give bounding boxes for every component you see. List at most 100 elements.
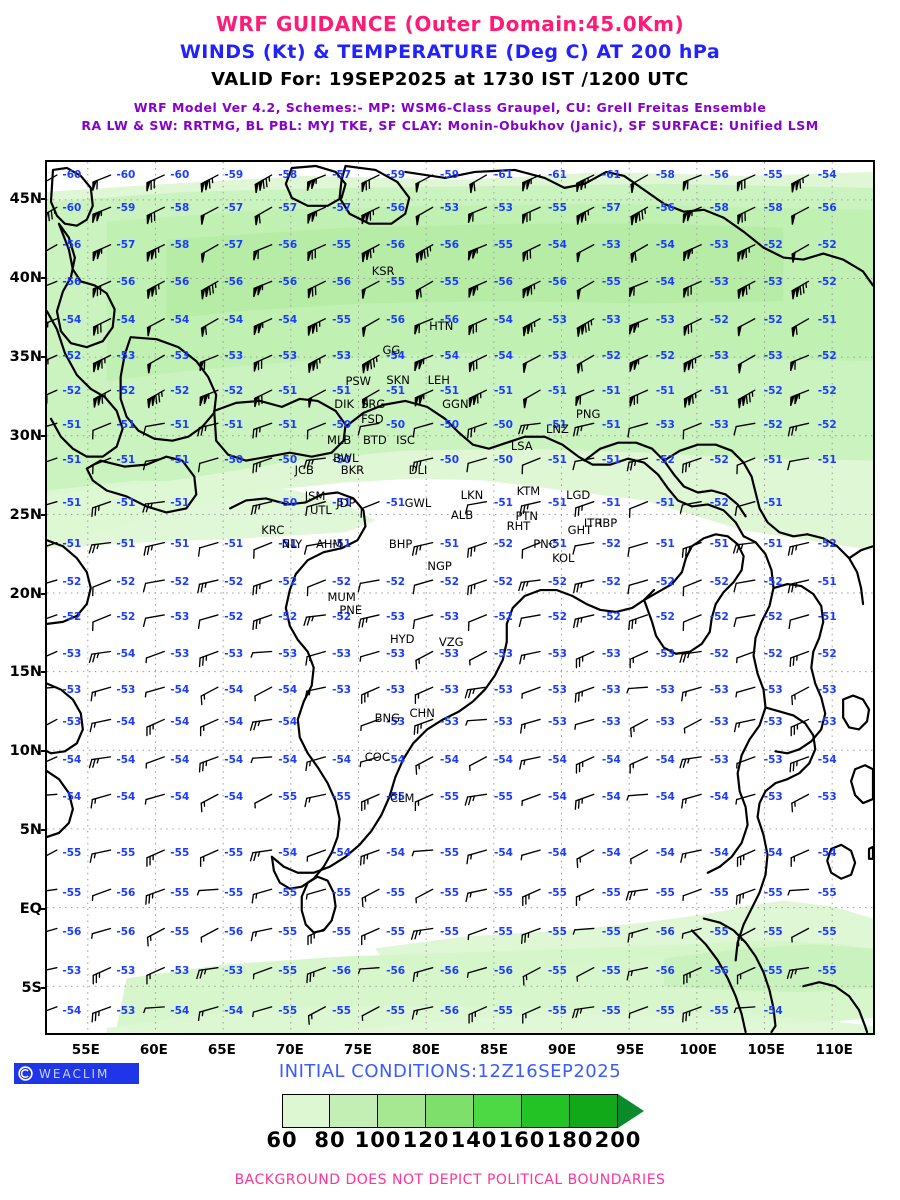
temperature-value: -54 xyxy=(817,847,837,860)
temperature-value: -55 xyxy=(817,926,837,938)
colorbar-cell-1 xyxy=(330,1094,378,1128)
longitude-tick-60E: 60E xyxy=(139,1042,168,1058)
wind-barb xyxy=(575,756,595,774)
temperature-value: -52 xyxy=(224,576,244,588)
temperature-value: -53 xyxy=(763,275,783,288)
latitude-tick-mark xyxy=(41,592,48,595)
wind-barb xyxy=(92,354,112,373)
temperature-value: -53 xyxy=(709,418,729,431)
temperature-value: -53 xyxy=(332,683,352,696)
city-label-BHP: BHP xyxy=(388,537,413,552)
temperature-value: -51 xyxy=(170,453,190,466)
temperature-value: -54 xyxy=(170,791,190,804)
wind-barb xyxy=(735,793,756,805)
temperature-value: -52 xyxy=(763,313,783,326)
temperature-value: -51 xyxy=(763,538,783,551)
wind-barb xyxy=(415,206,434,226)
temperature-value: -59 xyxy=(116,201,136,214)
colorbar-cell-4 xyxy=(474,1094,522,1128)
temperature-value: -53 xyxy=(332,647,352,660)
latitude-tick-mark xyxy=(41,750,48,753)
wind-barb xyxy=(252,1006,273,1018)
temperature-value: -55 xyxy=(817,886,837,899)
wind-barb xyxy=(574,718,595,730)
wind-barb xyxy=(791,927,810,943)
temperature-value: -55 xyxy=(332,239,352,252)
temperature-value: -54 xyxy=(62,753,82,766)
wind-barb xyxy=(737,927,756,947)
temperature-value: -56 xyxy=(440,239,460,252)
temperature-value: -52 xyxy=(763,576,783,588)
wind-barb-layer xyxy=(47,174,810,1025)
temperature-value: -51 xyxy=(62,418,82,431)
colorbar-tick-labels: 60 80 100120140160180200 xyxy=(0,1128,900,1152)
wind-barb xyxy=(92,318,112,336)
temperature-value: -55 xyxy=(224,847,244,860)
wind-barb xyxy=(466,849,488,865)
temperature-value: -58 xyxy=(709,201,729,214)
city-label-FSD: FSD xyxy=(361,412,384,427)
temperature-value: -51 xyxy=(601,418,621,431)
wind-barb xyxy=(627,579,649,595)
wind-barb xyxy=(361,686,380,705)
wind-barb xyxy=(197,457,219,473)
wind-barb xyxy=(735,686,756,698)
latitude-tick-mark xyxy=(41,356,48,359)
wind-barb xyxy=(307,318,326,336)
temperature-value: -54 xyxy=(116,753,136,766)
temperature-value: -53 xyxy=(440,683,460,696)
wind-barb xyxy=(305,888,326,900)
temperature-value: -52 xyxy=(817,275,837,288)
wind-barb xyxy=(466,967,488,979)
wind-barb xyxy=(683,244,702,262)
wind-barb xyxy=(414,389,434,407)
temperature-value: -55 xyxy=(386,1004,406,1017)
colorbar-cell-2 xyxy=(378,1094,426,1128)
latitude-tick-mark xyxy=(41,513,48,516)
wind-barb xyxy=(200,280,219,300)
wind-barb xyxy=(146,244,165,262)
wind-barb xyxy=(683,718,702,734)
temperature-value: -54 xyxy=(709,847,729,860)
temperature-value: -56 xyxy=(494,275,513,288)
temperature-value: -55 xyxy=(494,926,513,938)
wind-speed-colorbar[interactable] xyxy=(256,1094,644,1128)
wind-barb xyxy=(145,756,165,769)
wind-barb xyxy=(733,422,756,436)
temperature-value: -50 xyxy=(224,453,244,466)
temperature-value: -53 xyxy=(494,716,513,728)
temperature-value: -52 xyxy=(709,576,729,588)
temperature-value: -54 xyxy=(278,313,298,326)
city-label-GG: GG xyxy=(382,343,401,358)
wind-barb xyxy=(735,888,756,905)
wind-barb xyxy=(307,206,326,224)
wind-barb xyxy=(681,686,702,702)
temperature-value: -51 xyxy=(601,497,621,510)
temperature-value: -51 xyxy=(116,538,136,551)
temperature-value: -54 xyxy=(601,791,621,804)
wind-barb xyxy=(250,650,273,658)
wind-barb xyxy=(737,244,756,262)
temperature-value: -50 xyxy=(278,453,298,466)
temperature-value: -60 xyxy=(170,169,190,182)
city-label-GWL: GWL xyxy=(404,496,432,511)
wind-barb xyxy=(468,1006,488,1024)
colorbar-cell-6 xyxy=(570,1094,618,1128)
wind-barb xyxy=(414,793,434,812)
temperature-value: -55 xyxy=(332,791,352,804)
wind-barb xyxy=(789,354,810,372)
wind-barb xyxy=(200,927,219,943)
weaclim-logo-badge[interactable]: WEACLIM xyxy=(14,1063,139,1084)
temperature-value: -51 xyxy=(655,497,675,510)
wind-barb xyxy=(47,244,58,252)
temperature-value: -51 xyxy=(170,497,190,510)
temperature-value: -53 xyxy=(547,716,567,728)
city-label-PNE: PNE xyxy=(339,603,363,617)
wind-barb xyxy=(681,541,702,558)
wind-barb xyxy=(88,541,112,554)
wind-barb xyxy=(791,318,810,337)
wind-barb xyxy=(253,541,273,559)
weather-map-panel[interactable]: -60 -60 -60 -59 -58 -57 -59 -59 -61 -61 -61 -58 -56 -… xyxy=(45,160,875,1035)
city-label-KTM: KTM xyxy=(516,484,541,498)
wind-barb xyxy=(736,967,756,985)
